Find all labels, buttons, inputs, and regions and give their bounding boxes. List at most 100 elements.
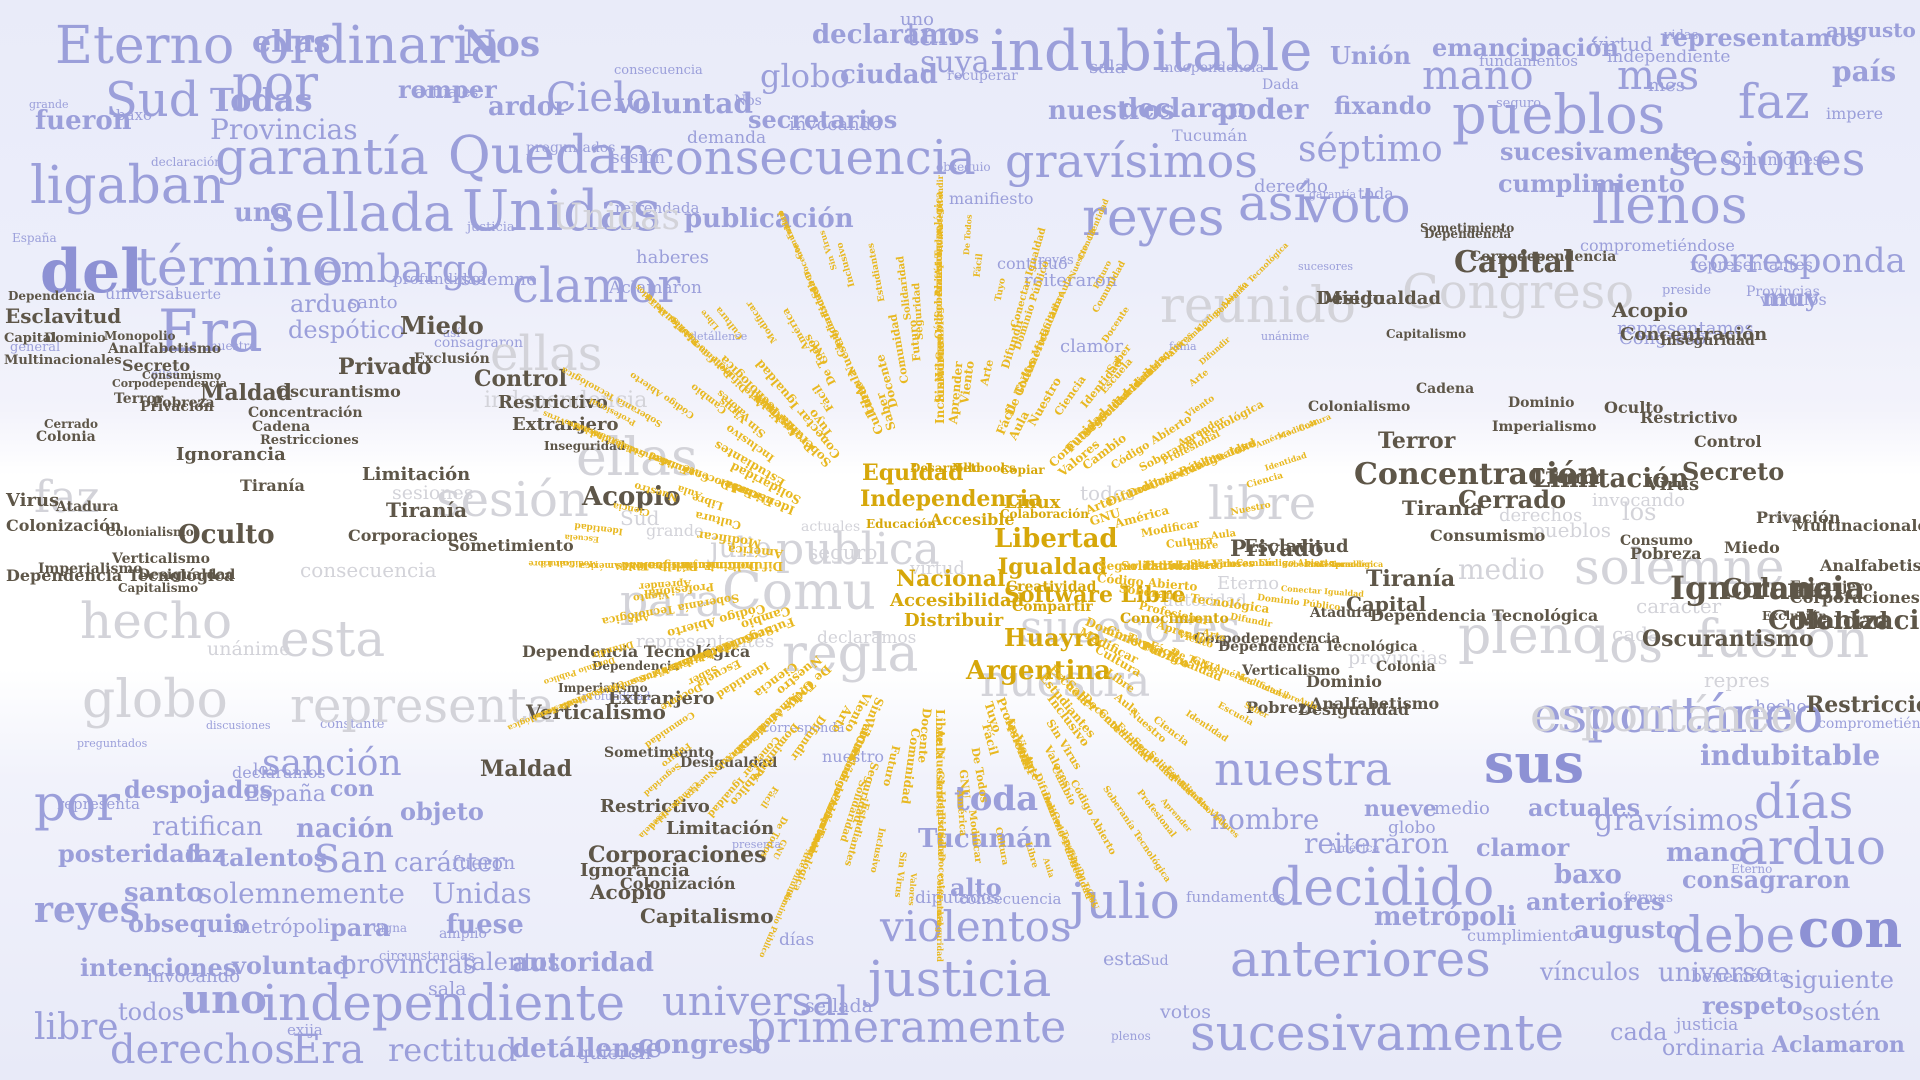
brown-word: Imperialismo bbox=[1492, 419, 1597, 435]
bottom-band-word: ordinaria bbox=[1662, 1036, 1765, 1061]
top-band-word: uno bbox=[900, 9, 935, 30]
white-band-word: pleno bbox=[1458, 606, 1604, 666]
top-band-word: pueblos bbox=[1452, 83, 1666, 146]
sun-ray-word: Solidaridad bbox=[1121, 559, 1199, 573]
top-band-word: mes bbox=[1617, 53, 1700, 99]
brown-word: Concentración bbox=[1620, 324, 1768, 345]
bottom-band-word: justicia bbox=[1676, 1015, 1739, 1035]
bottom-band-word: talentos bbox=[462, 948, 560, 976]
top-band-word: augusto bbox=[1826, 18, 1916, 42]
top-band-word: actuales bbox=[415, 83, 479, 101]
top-band-word: declaramos bbox=[812, 20, 980, 50]
sun-ray-word: Modificar bbox=[744, 298, 780, 345]
top-band-word: fama bbox=[1169, 340, 1197, 353]
bottom-band-word: los bbox=[253, 760, 278, 780]
brown-word: Exclusión bbox=[1762, 609, 1827, 623]
white-band-word: reunido bbox=[1160, 276, 1356, 334]
brown-word: Multinacionales bbox=[4, 353, 122, 368]
sun-ray-word: Seguridad bbox=[642, 761, 684, 799]
brown-word: Colonialismo bbox=[106, 525, 194, 539]
bottom-band-word: exija bbox=[287, 1021, 323, 1039]
top-band-word: Cielo bbox=[546, 75, 650, 121]
sun-word: Colaboración bbox=[1000, 507, 1089, 521]
brown-word: Cadena bbox=[1416, 381, 1475, 397]
brown-word: Terror bbox=[1546, 468, 1603, 487]
top-band-word: Tucumán bbox=[1172, 126, 1248, 145]
bottom-band-word: Unidas bbox=[432, 877, 532, 910]
brown-word: Privación bbox=[140, 399, 214, 415]
top-band-word: Congreso bbox=[1619, 328, 1707, 349]
bottom-band-word: anteriores bbox=[1230, 930, 1491, 988]
top-band-word: sesión bbox=[611, 148, 666, 168]
sun-word: Software Libre bbox=[1004, 582, 1186, 608]
sun-ray-word: Fácil bbox=[663, 560, 690, 571]
sun-ray-word: Escuela bbox=[564, 532, 600, 545]
bottom-band-word: alto bbox=[950, 873, 1002, 902]
brown-word: Dependencia Tecnológica bbox=[522, 642, 751, 661]
white-band-word: pueblos bbox=[1532, 518, 1612, 542]
bottom-band-word: circunstancias bbox=[379, 949, 475, 964]
brown-word: Concentración bbox=[1354, 457, 1600, 492]
bottom-band-word: esta bbox=[1103, 948, 1143, 970]
top-band-word: séptimo bbox=[1298, 129, 1443, 170]
bottom-band-word: indubitable bbox=[1700, 739, 1881, 772]
brown-word: Desigualdad bbox=[138, 567, 236, 583]
bottom-band-word: autoridad bbox=[512, 948, 654, 978]
sun-word: Netbooks bbox=[952, 461, 1016, 475]
bottom-band-word: debe bbox=[1672, 906, 1796, 964]
bottom-band-word: formas bbox=[1624, 890, 1674, 906]
top-band-word: Unidas bbox=[462, 179, 662, 244]
white-band-word: carácter bbox=[1636, 594, 1722, 618]
top-band-word: sesiones bbox=[1668, 132, 1866, 186]
brown-word: Capital bbox=[1454, 245, 1575, 280]
top-band-word: Eterno bbox=[55, 16, 235, 76]
bottom-band-word: Sud bbox=[1141, 953, 1169, 969]
top-band-word: justicia bbox=[467, 220, 515, 235]
bottom-band-word: plenos bbox=[1111, 1029, 1151, 1043]
top-band-word: vínculos bbox=[1760, 290, 1827, 309]
sun-ray-word: Viento bbox=[632, 588, 670, 604]
sun-word: Creatividad bbox=[1006, 579, 1097, 595]
top-band-word: independencia bbox=[1160, 60, 1264, 76]
brown-word: Oculto bbox=[1604, 398, 1664, 417]
bottom-band-word: violentos bbox=[880, 902, 1072, 951]
sun-ray-word: América bbox=[780, 306, 813, 352]
sun-ray-word: Sin Virus bbox=[891, 850, 908, 899]
brown-word: Virus bbox=[6, 490, 60, 511]
top-band-word: toda bbox=[1358, 184, 1394, 203]
bottom-band-word: independiente bbox=[262, 974, 626, 1032]
sun-word: Independencia bbox=[860, 486, 1043, 512]
top-band-word: indubitable bbox=[990, 19, 1313, 84]
brown-word: Ignorancia bbox=[176, 444, 286, 465]
brown-word: Limitación bbox=[1532, 464, 1689, 494]
brown-word: Capitalismo bbox=[118, 581, 199, 595]
sun-word: Accesibilidad bbox=[890, 590, 1025, 611]
brown-word: Oscurantismo bbox=[1642, 626, 1814, 652]
bottom-band-word: presenta bbox=[732, 838, 782, 851]
sun-ray-word: Futuro bbox=[880, 744, 903, 788]
sun-ray-word: Conectar Igualdad bbox=[1280, 583, 1365, 599]
white-band-word: independencia bbox=[484, 388, 648, 413]
bottom-band-word: digna bbox=[373, 921, 408, 935]
brown-word: Dependencia bbox=[1424, 227, 1512, 241]
white-band-word: grande bbox=[646, 521, 704, 540]
sun-ray-word: Estudiantes bbox=[1144, 559, 1217, 572]
brown-word: Virus bbox=[1646, 474, 1700, 495]
top-band-word: derecho bbox=[1254, 176, 1328, 197]
sun-word: Equidad bbox=[862, 460, 964, 486]
top-band-word: grande bbox=[29, 98, 69, 111]
brown-word: Imperialismo bbox=[38, 561, 143, 577]
sun-ray-word: Fácil bbox=[663, 311, 686, 334]
top-band-word: Sud bbox=[105, 72, 200, 128]
sun-ray-word: Dominio Público bbox=[757, 887, 796, 960]
brown-word: Monopolio bbox=[104, 329, 176, 343]
brown-word: Acopio bbox=[1612, 298, 1688, 322]
top-band-word: reyes bbox=[1082, 188, 1225, 248]
brown-word: Pobreza bbox=[152, 395, 215, 411]
top-band-word: reyes bbox=[1038, 253, 1074, 268]
top-band-word: representantes bbox=[1690, 255, 1813, 274]
top-band-word: sellada bbox=[268, 184, 455, 244]
brown-word: Privado bbox=[1230, 536, 1324, 562]
top-band-word: publicación bbox=[684, 204, 854, 234]
brown-word: Capitalismo bbox=[640, 904, 774, 928]
